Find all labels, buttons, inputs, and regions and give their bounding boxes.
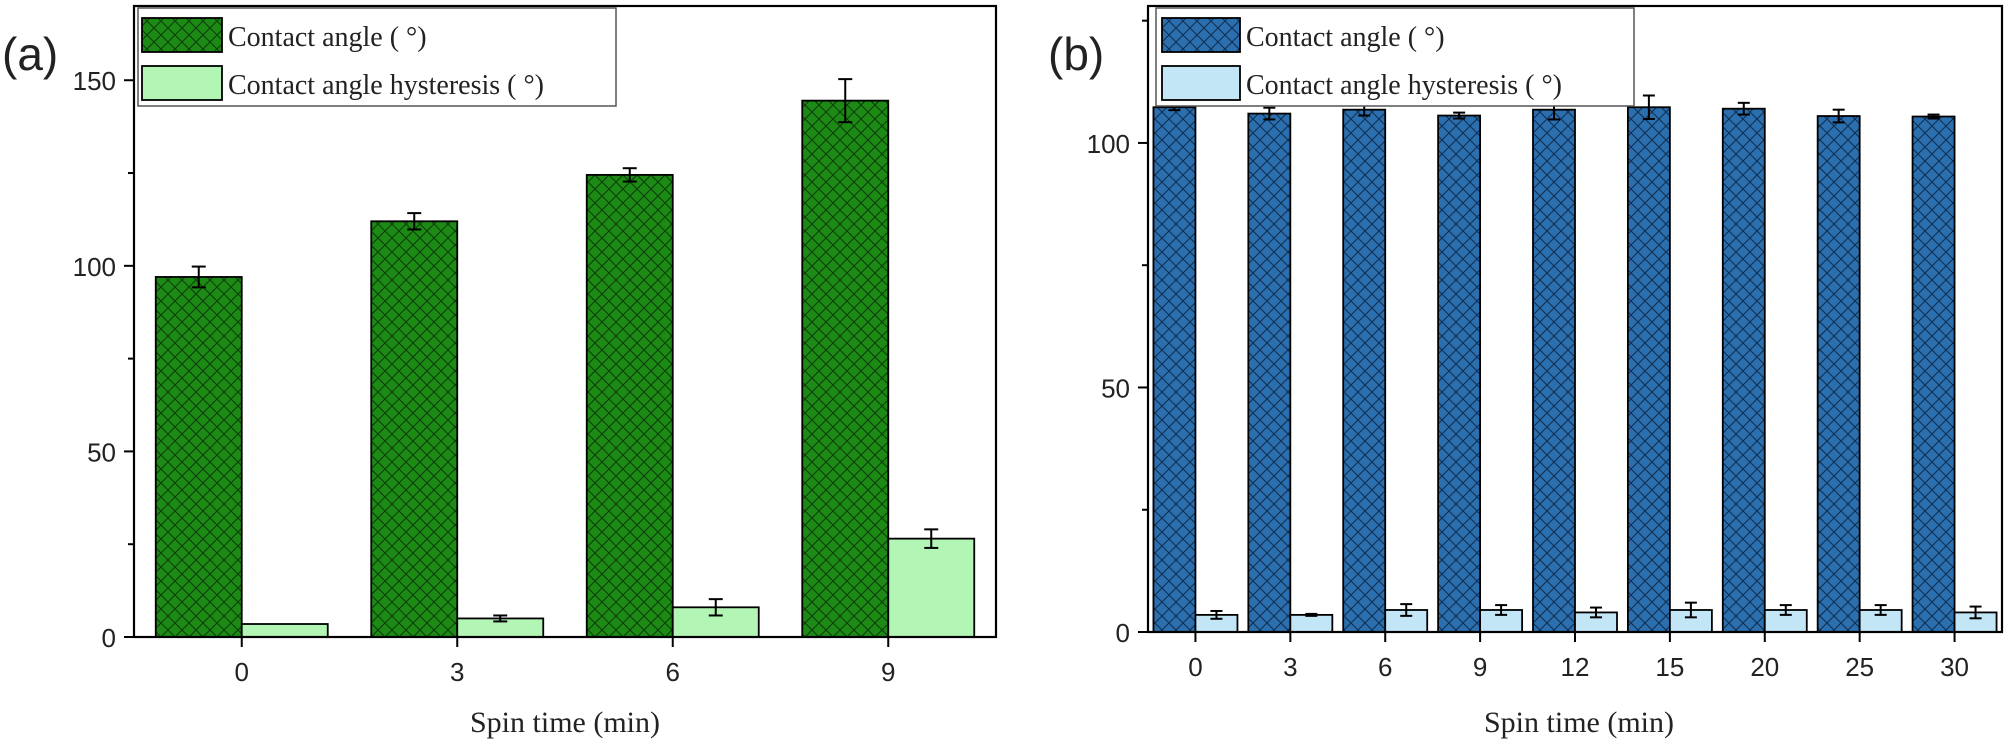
panel-label-b: (b) <box>1048 28 1104 80</box>
error-bar-hysteresis-b-0 <box>1210 609 1223 620</box>
error-bar-hysteresis-b-30 <box>1969 605 1982 620</box>
bar-contact-angle-b-6 <box>1342 108 1387 633</box>
error-bar-hysteresis-b-15 <box>1684 601 1697 619</box>
x-tick-label-b: 3 <box>1283 652 1297 682</box>
error-bar-hysteresis-b-12 <box>1590 606 1602 619</box>
x-axis-title-b: Spin time (min) <box>1484 706 1674 739</box>
error-bar-hysteresis-b-6 <box>1400 603 1413 617</box>
axes-group-b: 0 50 100 0 3 6 9 12 15 20 25 30 <box>1087 4 2004 682</box>
legend-a: Contact angle ( °) Contact angle hystere… <box>137 7 617 107</box>
x-tick-label-b: 12 <box>1561 652 1590 682</box>
bar-contact-angle-a-9 <box>801 99 890 638</box>
plot-frame-a <box>132 4 998 639</box>
error-bar-hysteresis-a-3 <box>493 614 508 623</box>
legend-label-contact-angle-a: Contact angle ( °) <box>228 22 427 53</box>
x-tick-label-a: 9 <box>881 657 895 687</box>
x-tick-label-a: 0 <box>235 657 249 687</box>
error-bar-contact-angle-a-3 <box>407 212 422 231</box>
legend-b: Contact angle ( °) Contact angle hystere… <box>1155 7 1635 107</box>
y-tick-label-a: 50 <box>87 437 116 467</box>
error-bars-group-b <box>1168 94 1982 620</box>
error-bar-hysteresis-b-9 <box>1495 604 1508 616</box>
x-tick-label-a: 6 <box>666 657 680 687</box>
x-tick-label-b: 15 <box>1655 652 1684 682</box>
error-bar-hysteresis-a-9 <box>924 528 939 549</box>
x-tick-label-b: 6 <box>1378 652 1392 682</box>
x-tick-label-b: 20 <box>1750 652 1779 682</box>
error-bar-contact-angle-b-20 <box>1737 101 1750 116</box>
bar-contact-angle-a-6 <box>585 173 674 638</box>
x-tick-label-b: 0 <box>1188 652 1202 682</box>
error-bar-hysteresis-a-6 <box>708 598 723 617</box>
x-tick-label-b: 30 <box>1940 652 1969 682</box>
bar-contact-angle-a-0 <box>154 276 243 638</box>
x-tick-label-b: 9 <box>1473 652 1487 682</box>
legend-swatch-contact-angle-b <box>1161 17 1241 53</box>
bars-group-b <box>1152 106 1998 633</box>
chart-panel-b: (b) 0 50 100 0 3 6 9 12 15 20 25 30 Contact angle (… <box>1048 4 2004 739</box>
bar-hysteresis-a-0 <box>240 623 329 638</box>
legend-swatch-contact-angle-a <box>141 17 223 53</box>
legend-swatch-hysteresis-b <box>1161 65 1241 101</box>
legend-label-hysteresis-a: Contact angle hysteresis ( °) <box>228 70 544 101</box>
x-tick-label-a: 3 <box>450 657 464 687</box>
y-tick-label-b: 100 <box>1087 129 1130 159</box>
legend-swatch-hysteresis-a <box>141 65 223 101</box>
error-bar-hysteresis-b-25 <box>1874 604 1887 616</box>
legend-label-hysteresis-b: Contact angle hysteresis ( °) <box>1246 70 1562 101</box>
x-axis-title-a: Spin time (min) <box>470 706 660 739</box>
chart-panel-a: (a) 0 50 100 150 0 3 6 9 Contact angle ( °) Con… <box>2 4 998 739</box>
y-tick-label-a: 100 <box>73 252 116 282</box>
error-bar-contact-angle-a-0 <box>191 265 206 289</box>
error-bar-contact-angle-b-30 <box>1927 113 1940 120</box>
bar-contact-angle-b-25 <box>1816 115 1861 633</box>
axes-group-a: 0 50 100 150 0 3 6 9 <box>73 4 998 687</box>
bar-contact-angle-b-3 <box>1247 112 1292 633</box>
bar-contact-angle-b-9 <box>1437 114 1482 633</box>
panel-label-a: (a) <box>2 28 58 80</box>
y-tick-label-b: 50 <box>1101 373 1130 403</box>
error-bar-contact-angle-b-9 <box>1453 111 1466 120</box>
y-tick-label-b: 0 <box>1116 618 1130 648</box>
error-bar-contact-angle-b-3 <box>1263 106 1276 121</box>
bar-contact-angle-b-20 <box>1721 107 1766 633</box>
x-tick-label-b: 25 <box>1845 652 1874 682</box>
error-bar-contact-angle-a-6 <box>622 167 637 183</box>
error-bar-contact-angle-b-25 <box>1832 108 1845 124</box>
bar-contact-angle-b-0 <box>1152 106 1197 633</box>
error-bar-contact-angle-b-15 <box>1642 94 1655 120</box>
error-bar-hysteresis-b-3 <box>1305 612 1318 617</box>
bar-hysteresis-b-3 <box>1289 613 1334 633</box>
error-bar-hysteresis-b-20 <box>1779 604 1792 616</box>
bar-contact-angle-b-15 <box>1626 106 1671 633</box>
error-bars-group-a <box>191 78 939 623</box>
y-tick-label-a: 150 <box>73 66 116 96</box>
error-bar-contact-angle-a-9 <box>838 78 853 124</box>
bar-contact-angle-b-30 <box>1911 115 1956 633</box>
bar-contact-angle-a-3 <box>370 220 459 638</box>
legend-label-contact-angle-b: Contact angle ( °) <box>1246 22 1445 53</box>
y-tick-label-a: 0 <box>102 623 116 653</box>
bar-contact-angle-b-12 <box>1532 108 1576 633</box>
bars-group-a <box>154 99 976 638</box>
bar-hysteresis-a-9 <box>887 537 976 638</box>
